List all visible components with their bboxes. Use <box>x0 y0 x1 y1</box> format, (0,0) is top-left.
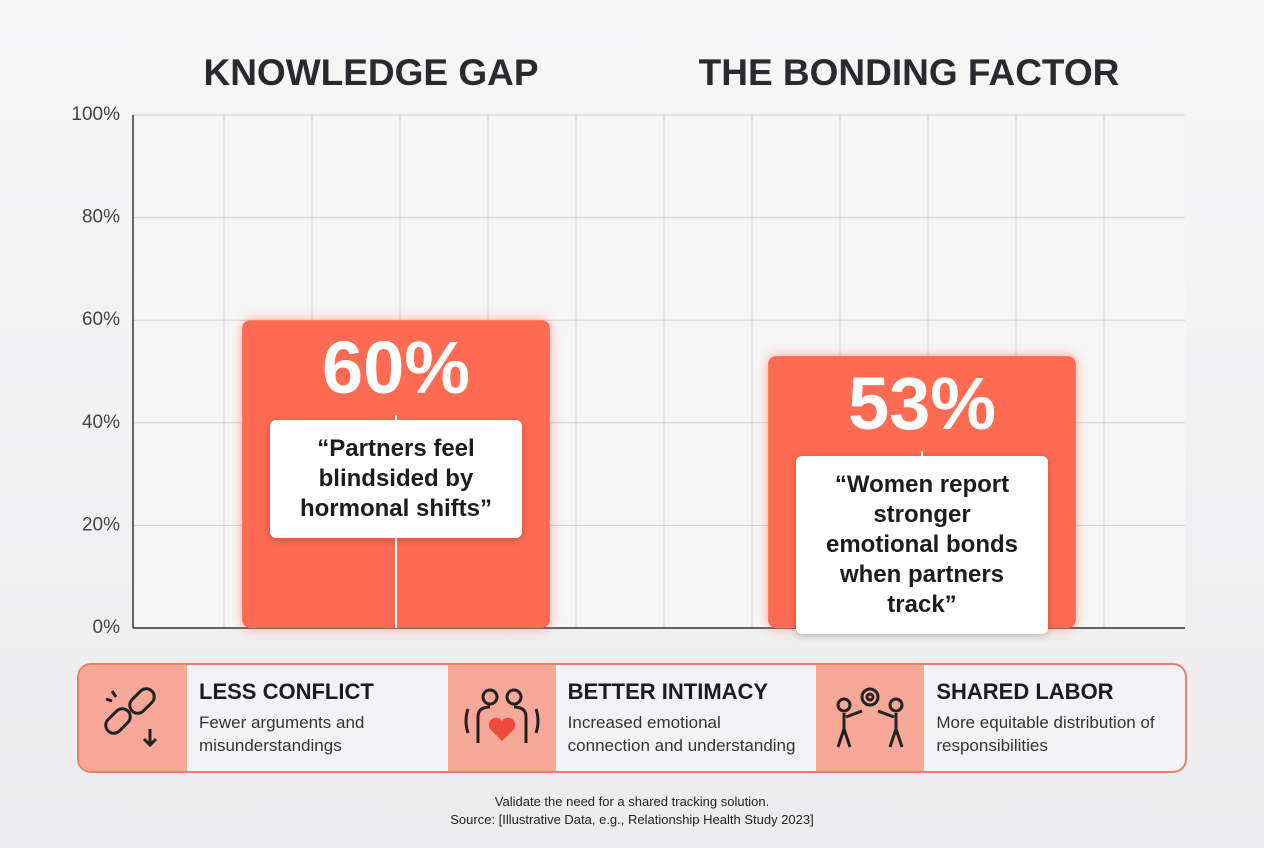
y-tick-label: 0% <box>93 617 121 638</box>
icon <box>447 665 556 771</box>
chart: 0% 20% 40% 60% 80% 100% KNOWLEDGE GAP THE BONDI… <box>71 52 1185 638</box>
icon <box>816 665 925 771</box>
gear-people-icon <box>836 687 904 748</box>
value-label: 53% <box>847 362 997 446</box>
y-tick-label: 80% <box>82 207 120 228</box>
benefit-title: SHARED LABOR <box>936 679 1114 704</box>
annotation: “Partners feel blindsided by hormonal sh… <box>270 420 522 539</box>
benefit-text: Fewer arguments and misunderstandings <box>199 713 365 755</box>
category-title: KNOWLEDGE GAP <box>203 52 538 93</box>
broken-link-icon <box>104 687 158 748</box>
y-tick-label: 20% <box>82 514 120 535</box>
benefit-text: More equitable distribution of responsib… <box>936 713 1155 755</box>
y-tick-label: 40% <box>82 412 120 433</box>
benefit: SHARED LABOR More equitable distribution … <box>816 665 1185 771</box>
benefit-title: BETTER INTIMACY <box>567 679 769 704</box>
benefit: LESS CONFLICT Fewer arguments and misunde… <box>79 665 448 771</box>
footer-note: Validate the need for a shared tracking … <box>494 794 770 809</box>
footer-source: Source: [Illustrative Data, e.g., Relati… <box>450 812 814 827</box>
benefits-panel: LESS CONFLICT Fewer arguments and misunde… <box>77 663 1187 773</box>
heart-icon <box>464 688 540 743</box>
category-title: THE BONDING FACTOR <box>699 52 1120 93</box>
value-label: 60% <box>321 326 471 410</box>
icon <box>79 665 187 771</box>
y-tick-label: 60% <box>82 309 120 330</box>
benefit-text: Increased emotional connection and under… <box>567 713 796 755</box>
y-tick-label: 100% <box>71 104 120 125</box>
annotation: “Women report stronger emotional bonds w… <box>796 456 1048 635</box>
benefit: BETTER INTIMACY Increased emotional conne… <box>447 665 817 771</box>
benefit-title: LESS CONFLICT <box>199 679 374 704</box>
